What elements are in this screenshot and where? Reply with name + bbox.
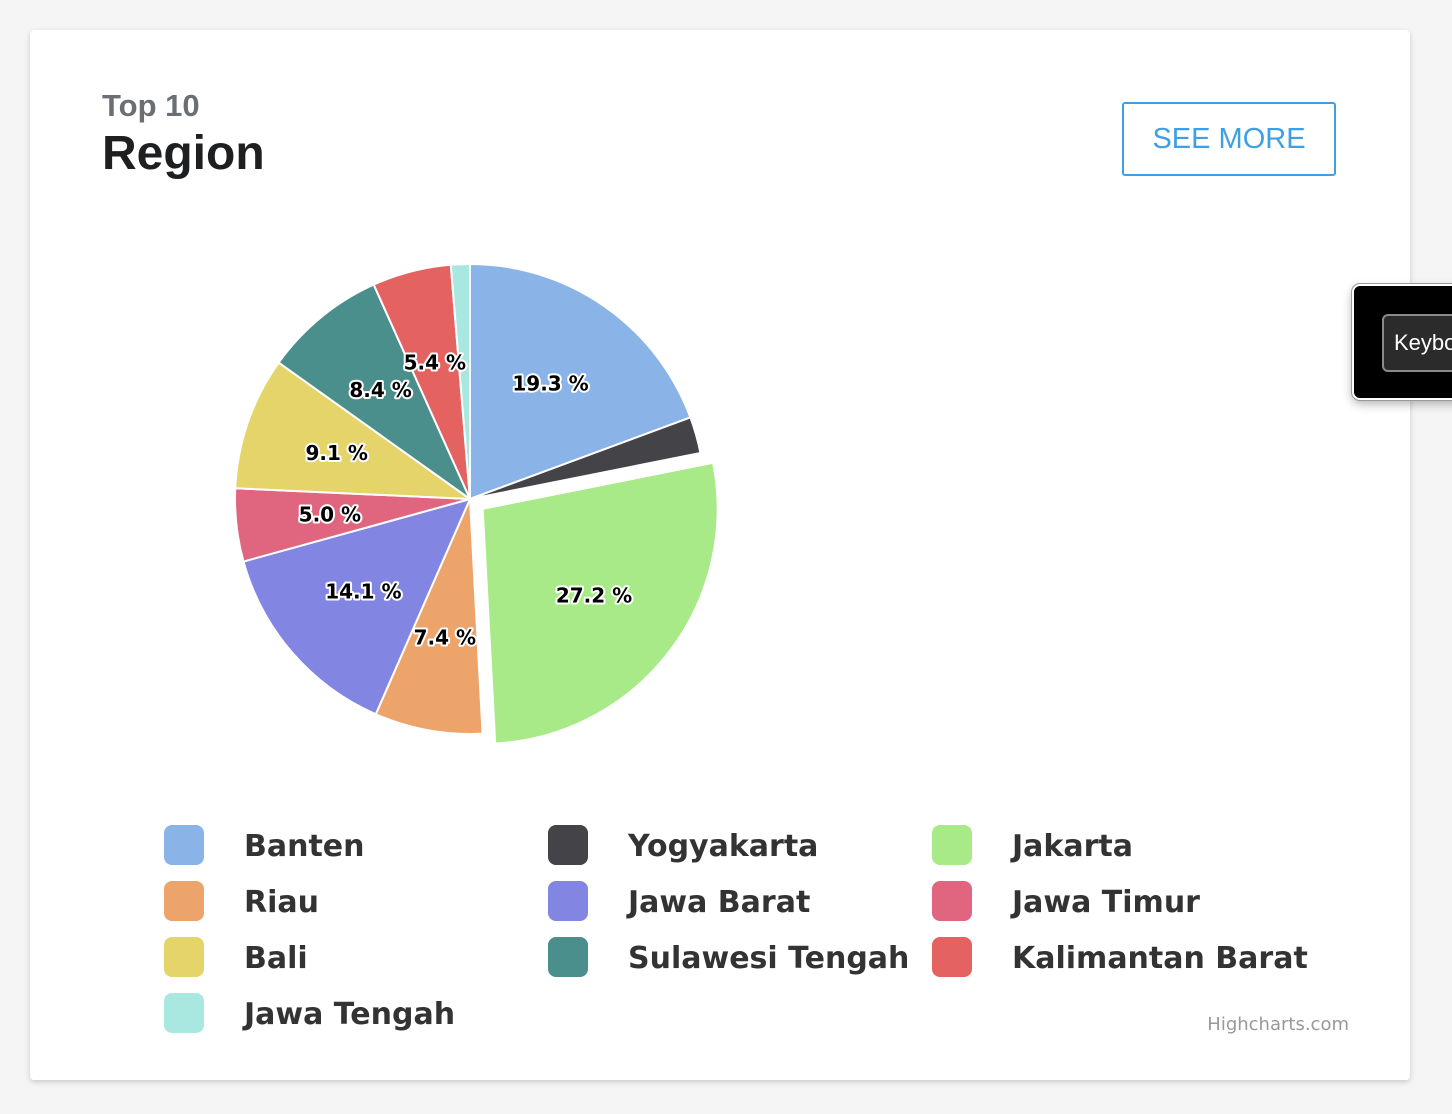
region-pie-chart: 19.3 % 27.2 % 7.4 % 14.1 % 5.0 % 9.1 % 8.4 % 5.… [164,263,1349,1035]
see-more-button[interactable]: SEE MORE [1122,102,1336,176]
data-label-kalimantan-barat: 5.4 % [404,350,466,374]
legend-item-riau[interactable]: Riau [164,881,319,921]
legend-label: Riau [244,885,319,920]
pie-slice-bali[interactable] [234,361,471,500]
legend-swatch [932,881,972,921]
legend-item-sulawesi-tengah[interactable]: Sulawesi Tengah [548,937,909,977]
legend-item-kalimantan-barat[interactable]: Kalimantan Barat [932,937,1308,977]
legend-swatch [164,825,204,865]
data-label-banten: 19.3 % [512,371,588,395]
legend-label: Jakarta [1010,829,1133,864]
data-label-sulawesi-tengah: 8.4 % [349,378,411,402]
pie-slice-riau[interactable] [374,498,484,735]
legend-label: Jawa Tengah [242,997,455,1032]
data-label-jawa-timur: 5.0 % [299,503,361,527]
pie-slice-jawa-barat[interactable] [242,498,471,716]
legend-swatch [932,937,972,977]
legend-item-jawa-timur[interactable]: Jawa Timur [932,881,1200,921]
pie-slice-jakarta[interactable] [481,461,719,745]
data-label-bali: 9.1 % [306,441,368,465]
legend-label: Jawa Timur [1010,885,1200,920]
legend-label: Kalimantan Barat [1012,941,1308,976]
data-label-jawa-barat: 14.1 % [325,579,401,603]
credits-link[interactable]: Highcharts.com [1207,1014,1349,1035]
legend-swatch [164,937,204,977]
legend-swatch [548,937,588,977]
chart-legend: Banten Yogyakarta Jakarta Riau Jawa Barat Jaw… [164,825,1308,1033]
legend-label: Bali [244,941,308,976]
pie-data-labels: 19.3 % 27.2 % 7.4 % 14.1 % 5.0 % 9.1 % 8.4 % 5.… [297,348,635,651]
legend-label: Jawa Barat [626,885,810,920]
data-label-riau: 7.4 % [414,626,476,650]
legend-label: Sulawesi Tengah [628,941,909,976]
keyboard-popup: Keybo [1352,284,1452,400]
legend-item-bali[interactable]: Bali [164,937,308,977]
card-subtitle: Top 10 [102,88,200,123]
region-card: Top 10 Region SEE MORE 19.3 % 27.2 % 7.4 %… [30,30,1410,1080]
legend-item-banten[interactable]: Banten [164,825,365,865]
pie-slice-sulawesi-tengah[interactable] [277,283,471,500]
legend-swatch [548,825,588,865]
legend-item-yogyakarta[interactable]: Yogyakarta [548,825,818,865]
legend-swatch [164,881,204,921]
pie-slice-yogyakarta[interactable] [469,416,702,500]
pie-slice-banten[interactable] [469,263,692,500]
pie-slice-jawa-tengah[interactable] [449,263,471,500]
legend-item-jawa-barat[interactable]: Jawa Barat [548,881,810,921]
legend-item-jawa-tengah[interactable]: Jawa Tengah [164,993,455,1033]
card-title: Region [102,127,265,180]
legend-label: Banten [244,829,365,864]
legend-swatch [548,881,588,921]
legend-swatch [932,825,972,865]
legend-item-jakarta[interactable]: Jakarta [932,825,1133,865]
pie-slices [234,263,719,745]
legend-label: Yogyakarta [627,829,818,864]
data-label-jakarta: 27.2 % [556,583,632,607]
legend-swatch [164,993,204,1033]
keyboard-button[interactable]: Keybo [1382,314,1452,372]
